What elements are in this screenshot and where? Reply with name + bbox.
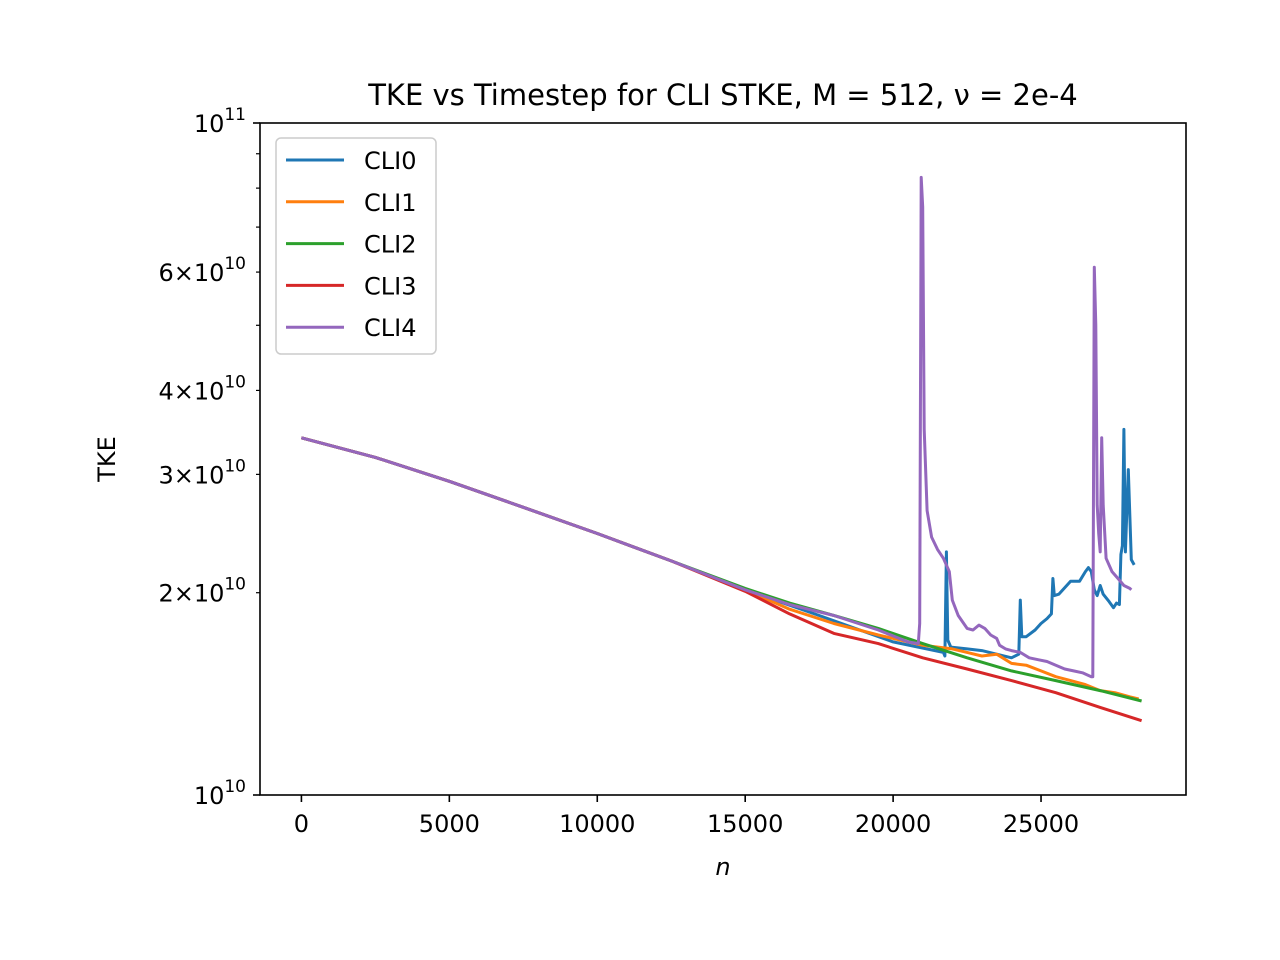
series-line-cli2 xyxy=(301,436,1142,703)
y-tick-label: 6×1010 xyxy=(158,254,246,287)
x-axis-ticks: 0 5000 10000 15000 20000 25000 xyxy=(294,795,1079,838)
y-axis-label: TKE xyxy=(93,436,121,483)
legend-label: CLI0 xyxy=(364,147,416,175)
y-axis-ticks: 1010 2×1010 3×1010 4×1010 6×1010 1011 xyxy=(158,105,260,810)
x-tick-label: 15000 xyxy=(707,810,783,838)
series-layer xyxy=(301,175,1143,723)
chart-title: TKE vs Timestep for CLI STKE, M = 512, ν… xyxy=(367,78,1078,112)
legend-box xyxy=(275,137,437,355)
y-tick-label: 4×1010 xyxy=(158,372,246,405)
legend-label: CLI3 xyxy=(364,272,416,300)
x-tick-label: 20000 xyxy=(855,810,931,838)
x-tick-label: 0 xyxy=(294,810,309,838)
series-line-cli4 xyxy=(301,175,1133,679)
legend-label: CLI1 xyxy=(364,189,416,217)
series-line-cli0 xyxy=(301,427,1136,660)
y-tick-label: 3×1010 xyxy=(158,456,246,489)
y-tick-label: 2×1010 xyxy=(158,575,246,608)
legend-label: CLI4 xyxy=(364,314,416,342)
x-tick-label: 25000 xyxy=(1003,810,1079,838)
y-tick-label: 1011 xyxy=(194,105,246,138)
plot-frame xyxy=(259,122,1187,796)
x-tick-label: 5000 xyxy=(419,810,480,838)
y-tick-label: 1010 xyxy=(194,777,246,810)
legend-label: CLI2 xyxy=(364,231,416,259)
series-line-cli1 xyxy=(301,436,1140,701)
legend: CLI0 CLI1 CLI2 CLI3 CLI4 xyxy=(275,137,437,355)
x-tick-label: 10000 xyxy=(559,810,635,838)
x-axis-label: n xyxy=(715,853,730,881)
